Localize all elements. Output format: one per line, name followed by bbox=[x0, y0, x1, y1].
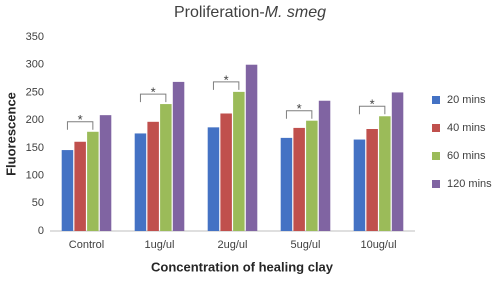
x-axis-title: Concentration of healing clay bbox=[151, 259, 334, 274]
y-tick-label: 350 bbox=[26, 31, 44, 43]
y-tick-label: 50 bbox=[32, 197, 44, 209]
y-tick-label: 150 bbox=[26, 142, 44, 154]
bar bbox=[207, 127, 220, 231]
significance-bracket bbox=[66, 121, 94, 130]
bar bbox=[318, 100, 331, 231]
bar bbox=[366, 129, 378, 231]
bar bbox=[220, 113, 232, 231]
bar bbox=[233, 91, 245, 231]
bar bbox=[61, 150, 74, 231]
significance-bracket bbox=[285, 110, 313, 119]
y-tick-label: 100 bbox=[26, 169, 44, 181]
legend-swatch bbox=[432, 180, 440, 188]
legend-label: 20 mins bbox=[447, 94, 486, 106]
bar bbox=[306, 120, 318, 231]
bar bbox=[172, 81, 185, 231]
legend-swatch bbox=[432, 124, 440, 132]
bar bbox=[280, 137, 293, 231]
x-tick-label: 10ug/ul bbox=[360, 239, 396, 251]
x-tick-label: 1ug/ul bbox=[145, 239, 175, 251]
legend-swatch bbox=[432, 96, 440, 104]
bar bbox=[87, 131, 99, 231]
significance-label: * bbox=[151, 85, 156, 100]
legend-label: 40 mins bbox=[447, 122, 486, 134]
significance-bracket bbox=[139, 93, 167, 103]
significance-bracket bbox=[358, 105, 386, 115]
title-part: Proliferation- bbox=[174, 4, 265, 21]
significance-bracket bbox=[212, 81, 240, 90]
bar bbox=[74, 141, 86, 231]
bar bbox=[391, 92, 404, 231]
y-axis-title: Fluorescence bbox=[3, 92, 18, 176]
bar bbox=[99, 115, 112, 231]
x-tick-label: 5ug/ul bbox=[291, 239, 321, 251]
chart-title: Proliferation-M. smeg bbox=[174, 4, 326, 21]
significance-label: * bbox=[78, 112, 83, 127]
significance-label: * bbox=[370, 97, 375, 112]
y-tick-label: 250 bbox=[26, 86, 44, 98]
y-tick-label: 200 bbox=[26, 114, 44, 126]
bar bbox=[147, 121, 159, 231]
bar bbox=[160, 104, 172, 231]
legend-label: 120 mins bbox=[447, 178, 492, 190]
bar bbox=[293, 127, 305, 231]
y-tick-label: 300 bbox=[26, 59, 44, 71]
bar bbox=[134, 133, 147, 231]
bar bbox=[353, 139, 366, 231]
title-part: M. smeg bbox=[265, 4, 326, 21]
significance-label: * bbox=[224, 72, 229, 87]
legend-label: 60 mins bbox=[447, 150, 486, 162]
y-tick-label: 0 bbox=[38, 225, 44, 237]
bar bbox=[379, 116, 391, 231]
significance-label: * bbox=[297, 101, 302, 116]
x-tick-label: 2ug/ul bbox=[218, 239, 248, 251]
legend-swatch bbox=[432, 152, 440, 160]
bar bbox=[245, 64, 258, 231]
x-tick-label: Control bbox=[69, 239, 104, 251]
